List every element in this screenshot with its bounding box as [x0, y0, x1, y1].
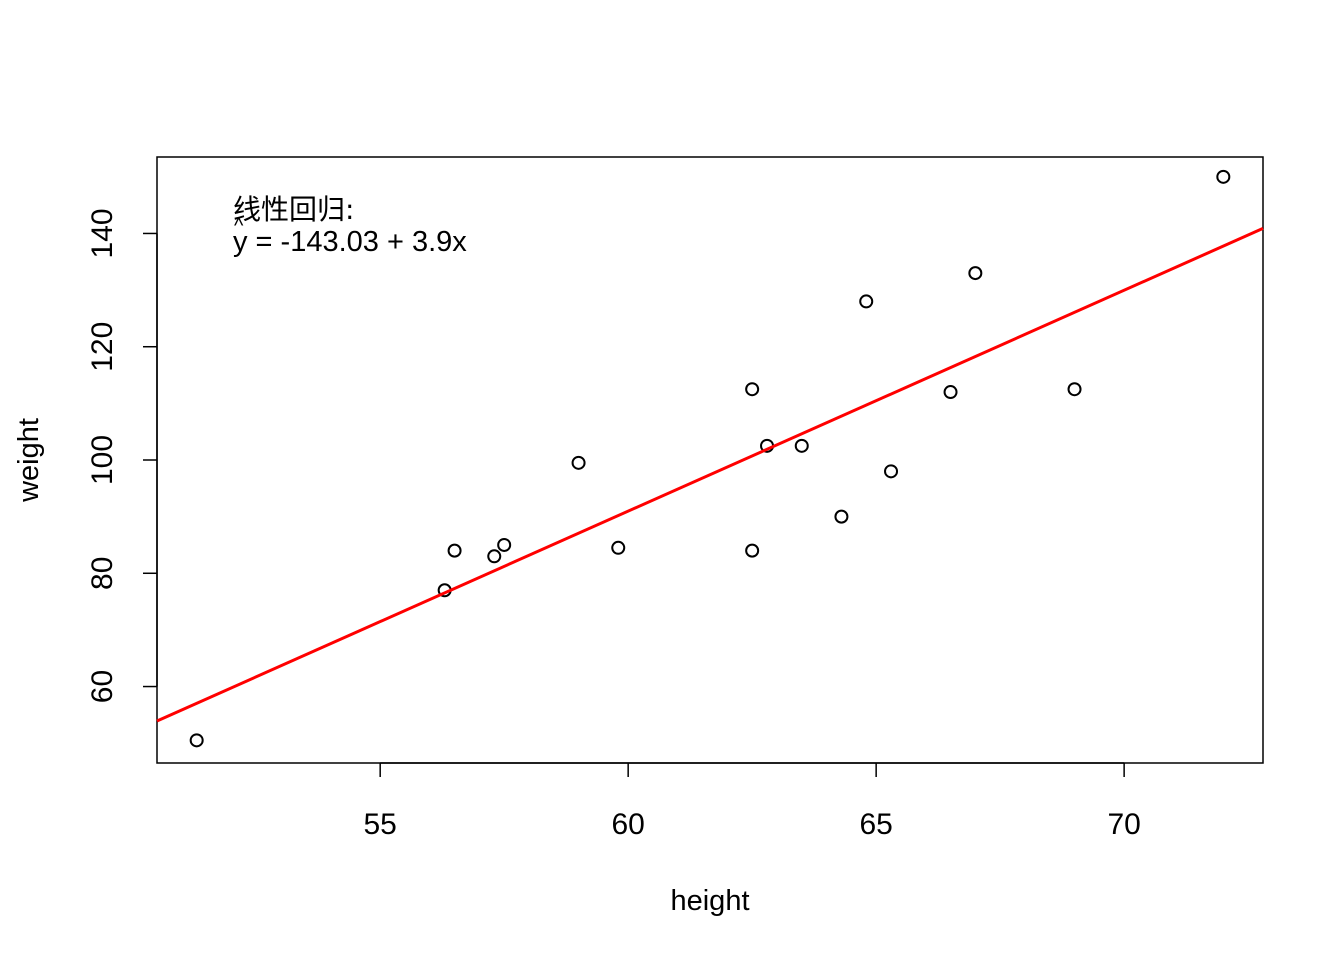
y-tick-label: 60	[86, 670, 119, 703]
x-axis-title: height	[670, 885, 749, 917]
annotation-title: 线性回归:	[233, 193, 354, 226]
data-point	[189, 733, 204, 748]
data-point	[611, 540, 626, 555]
data-point	[968, 266, 983, 281]
x-tick-label: 60	[611, 808, 644, 841]
regression-group	[156, 227, 1264, 723]
data-point	[571, 455, 586, 470]
y-axis: 60 80 100 120 140	[86, 208, 158, 703]
data-point	[745, 543, 760, 558]
annotation-equation: y = -143.03 + 3.9x	[233, 226, 467, 258]
y-tick-label: 120	[86, 322, 119, 372]
x-tick-label: 65	[859, 808, 892, 841]
annotation-hat: ^	[234, 215, 244, 237]
data-point	[859, 294, 874, 309]
y-tick-label: 100	[86, 435, 119, 485]
data-point	[447, 543, 462, 558]
data-points	[189, 169, 1231, 748]
x-tick-label: 70	[1107, 808, 1140, 841]
data-point	[487, 549, 502, 564]
regression-line	[156, 227, 1264, 723]
data-point	[884, 464, 899, 479]
data-point	[497, 537, 512, 552]
y-axis-title: weight	[13, 418, 45, 503]
x-axis: 55 60 65 70	[363, 762, 1141, 841]
data-point	[1067, 382, 1082, 397]
data-point	[745, 382, 760, 397]
data-point	[943, 385, 958, 400]
y-tick-label: 140	[86, 208, 119, 258]
x-tick-label: 55	[363, 808, 396, 841]
data-point	[794, 438, 809, 453]
data-point	[1216, 169, 1231, 184]
data-point	[834, 509, 849, 524]
y-tick-label: 80	[86, 557, 119, 590]
